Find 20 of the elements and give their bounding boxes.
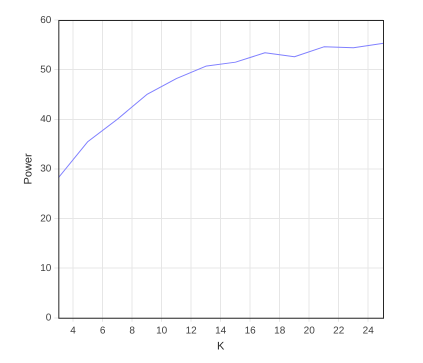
x-tick-label: 22 — [333, 326, 345, 337]
x-tick-label: 18 — [274, 326, 286, 337]
x-tick-label: 4 — [70, 326, 76, 337]
x-tick-label: 12 — [186, 326, 198, 337]
y-tick-label: 10 — [40, 262, 52, 274]
x-tick-label: 6 — [100, 326, 106, 337]
y-tick-label: 60 — [40, 14, 52, 26]
x-tick-label: 14 — [215, 326, 227, 337]
y-tick-label: 0 — [46, 312, 52, 324]
x-tick-label: 16 — [244, 326, 256, 337]
y-tick-label: 30 — [40, 164, 52, 175]
x-tick-label: 10 — [156, 326, 168, 337]
y-tick-label: 40 — [40, 114, 52, 126]
y-tick-label: 20 — [40, 213, 52, 224]
x-tick-label: 8 — [129, 326, 136, 337]
x-axis-title: K — [216, 340, 225, 352]
x-tick-label: 20 — [304, 326, 316, 337]
y-axis-title: Power — [22, 152, 35, 184]
y-tick-label: 50 — [40, 64, 52, 76]
x-tick-label: 24 — [362, 326, 374, 337]
